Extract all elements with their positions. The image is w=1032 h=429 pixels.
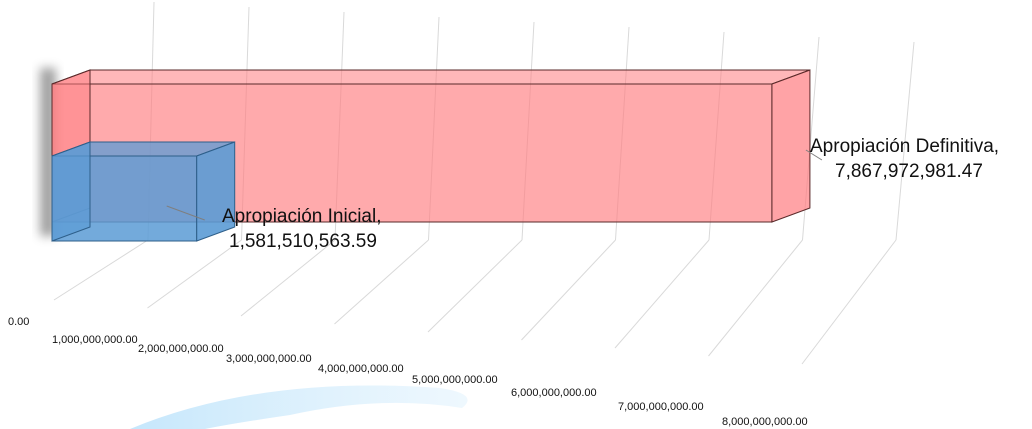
data-label-value: 1,581,510,563.59 (229, 231, 377, 252)
gridline-wall (895, 41, 915, 241)
data-labels: Apropiación Inicial, 1,581,510,563.59 Apro… (166, 136, 999, 252)
x-axis-tick-labels: 0.00 1,000,000,000.002,000,000,000.003,00… (8, 316, 808, 428)
x-tick-label: 6,000,000,000.00 (511, 387, 597, 399)
x-tick-label: 4,000,000,000.00 (318, 363, 404, 375)
gridline-floor (521, 239, 616, 341)
bar-left-face (51, 141, 91, 242)
background-swoosh (130, 385, 468, 429)
bar-end-face (771, 69, 811, 223)
gridline-floor (708, 239, 803, 357)
gridline-floor (801, 239, 897, 365)
x-tick-label: 3,000,000,000.00 (226, 353, 312, 365)
x-tick-label: 1,000,000,000.00 (52, 334, 138, 346)
x-tick-label: 0.00 (8, 316, 29, 328)
data-label-value: 7,867,972,981.47 (835, 161, 983, 182)
gridline-floor (614, 239, 710, 349)
data-label-name: Apropiación Inicial, (222, 206, 381, 227)
data-label-leader (805, 149, 823, 161)
x-tick-label: 8,000,000,000.00 (722, 416, 808, 428)
bar-apropiacion-inicial (51, 141, 236, 242)
x-tick-label: 7,000,000,000.00 (618, 401, 704, 413)
gridline-floor (334, 239, 429, 325)
x-tick-label: 2,000,000,000.00 (138, 343, 224, 355)
bars (51, 69, 811, 242)
gridline-floor (427, 239, 523, 333)
bar-top-face (51, 69, 811, 85)
data-label-leader (166, 205, 205, 221)
data-label-name: Apropiación Definitiva, (810, 136, 999, 157)
gridline-floor (53, 239, 149, 301)
gridline-floor (240, 239, 336, 317)
x-tick-label: 5,000,000,000.00 (412, 374, 498, 386)
gridline-floor (147, 239, 242, 309)
bar-end-face (196, 141, 236, 242)
